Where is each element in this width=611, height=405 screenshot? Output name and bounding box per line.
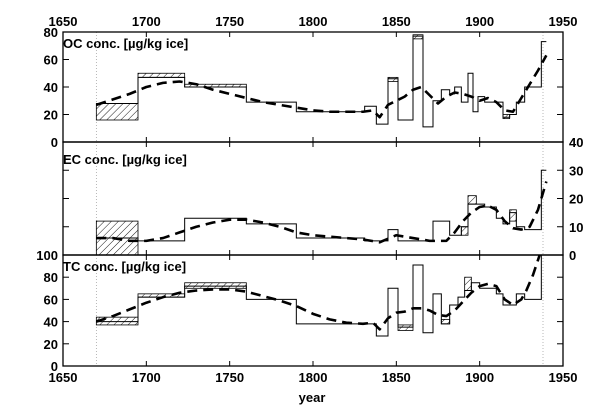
- x-tick-label: 1900: [465, 14, 494, 29]
- hatched-band: [509, 209, 517, 222]
- x-tick-label: 1850: [382, 370, 411, 385]
- smoothed-series: [95, 54, 548, 119]
- y-tick-label: 20: [44, 108, 58, 123]
- x-tick-label: 1650: [49, 14, 78, 29]
- x-tick-label: 1750: [215, 370, 244, 385]
- step-series: [96, 254, 547, 337]
- y-tick-label: 0: [51, 135, 58, 150]
- y-tick-label: 0: [569, 248, 576, 263]
- panel-title-ec: EC conc. [µg/kg ice]: [63, 152, 187, 167]
- hatched-band: [440, 318, 451, 325]
- y-tick-label: 40: [44, 315, 58, 330]
- hatched-band: [397, 324, 414, 331]
- y-tick-label: 80: [44, 270, 58, 285]
- x-tick-label: 1750: [215, 14, 244, 29]
- x-tick-label: 1800: [299, 370, 328, 385]
- y-tick-label: 20: [569, 192, 583, 207]
- smoothed-series: [95, 254, 541, 331]
- x-tick-label: 1950: [549, 14, 578, 29]
- hatched-band: [184, 282, 247, 289]
- x-tick-label: 1650: [49, 370, 78, 385]
- y-tick-label: 20: [44, 337, 58, 352]
- x-tick-label: 1700: [132, 370, 161, 385]
- smoothed-series: [96, 181, 548, 244]
- plot-frame: [62, 254, 564, 367]
- step-series: [96, 35, 547, 128]
- x-axis-label: year: [299, 390, 326, 405]
- x-tick-label: 1800: [299, 14, 328, 29]
- hatched-band: [137, 72, 186, 78]
- x-tick-label: 1850: [382, 14, 411, 29]
- hatched-band: [464, 276, 472, 291]
- hatched-band: [460, 226, 469, 236]
- x-tick-label: 1950: [549, 370, 578, 385]
- panel-ec: EC conc. [µg/kg ice] 0 10 20 30 40: [62, 135, 583, 263]
- panel-title-tc: TC conc. [µg/kg ice]: [63, 259, 186, 274]
- step-series: [96, 169, 547, 242]
- y-tick-label: 10: [569, 220, 583, 235]
- hatched-band: [412, 34, 424, 40]
- hatched-band: [387, 76, 399, 82]
- panel-tc: TC conc. [µg/kg ice] 0 20 40 60 80 100 1650 170…: [36, 248, 577, 385]
- x-tick-label: 1900: [465, 370, 494, 385]
- x-tick-label: 1700: [132, 14, 161, 29]
- hatched-band: [467, 195, 477, 205]
- y-tick-label: 40: [569, 135, 583, 150]
- y-tick-label: 30: [569, 163, 583, 178]
- y-tick-label: 40: [44, 80, 58, 95]
- y-tick-label: 80: [44, 25, 58, 40]
- hatched-band: [502, 114, 511, 120]
- hatched-band: [95, 103, 139, 121]
- y-tick-label: 60: [44, 292, 58, 307]
- panel-title-oc: OC conc. [µg/kg ice]: [63, 36, 188, 51]
- y-tick-label: 60: [44, 53, 58, 68]
- y-tick-label: 0: [51, 359, 58, 374]
- y-tick-label: 100: [36, 248, 58, 263]
